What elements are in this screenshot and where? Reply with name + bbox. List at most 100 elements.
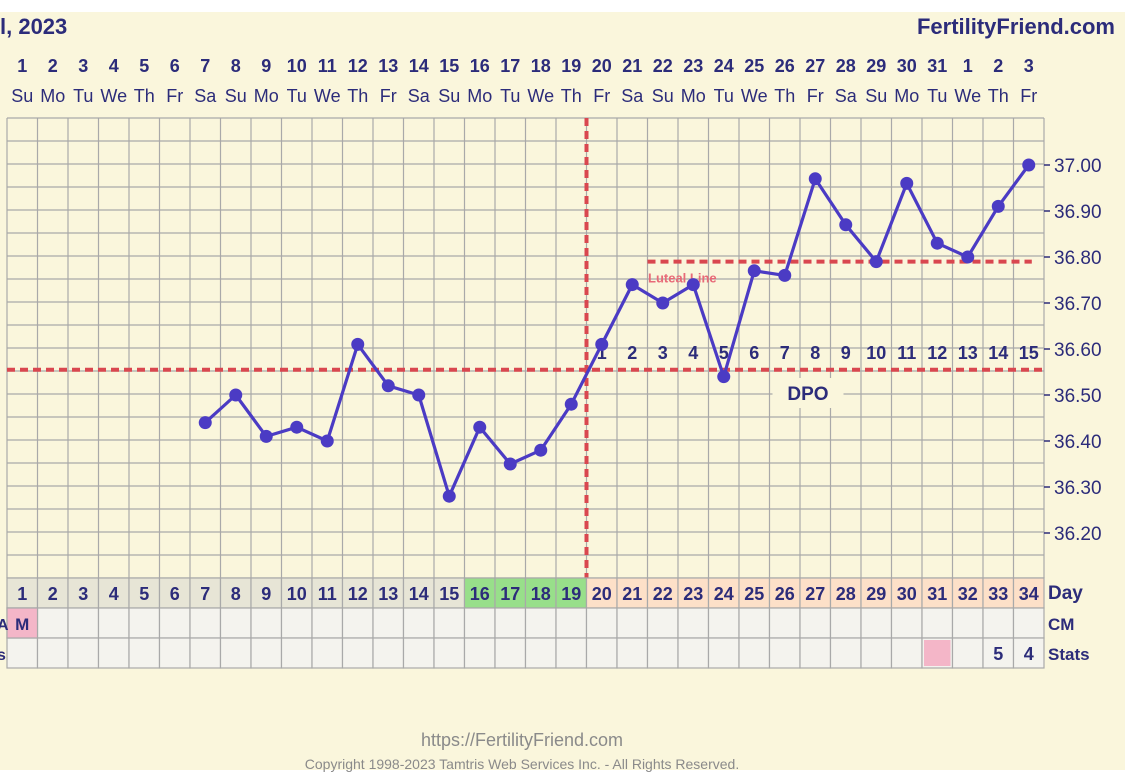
weekday-label: Fr <box>1020 86 1037 106</box>
dpo-number: 2 <box>627 343 637 363</box>
weekday-label: Sa <box>194 86 217 106</box>
stats-cell <box>189 637 222 669</box>
y-tick-label: 36.70 <box>1054 294 1102 315</box>
temperature-point <box>229 388 243 402</box>
y-tick-label: 36.90 <box>1054 202 1102 223</box>
day-cell <box>890 577 923 609</box>
cm-cell <box>372 607 405 639</box>
weekday-label: Mo <box>254 86 279 106</box>
dpo-number: 6 <box>749 343 759 363</box>
stats-cell <box>860 637 893 669</box>
weekday-label: Su <box>865 86 887 106</box>
date-label: 11 <box>318 56 337 76</box>
weekday-label: We <box>741 86 768 106</box>
y-tick-label: 36.60 <box>1054 340 1102 361</box>
cm-cell <box>158 607 191 639</box>
cm-cell <box>890 607 923 639</box>
stats-cell <box>372 637 405 669</box>
cm-cell <box>860 607 893 639</box>
day-cell <box>738 577 771 609</box>
day-cell <box>524 577 557 609</box>
day-cell <box>982 577 1015 609</box>
dpo-number: 12 <box>927 343 947 363</box>
weekday-label: Tu <box>714 86 734 106</box>
date-label: 1 <box>17 56 27 76</box>
day-number: 4 <box>109 584 119 604</box>
day-number: 17 <box>500 584 520 604</box>
site-name: FertilityFriend.com <box>916 14 1115 39</box>
day-cell <box>677 577 710 609</box>
date-label: 16 <box>470 56 490 76</box>
weekday-label: Tu <box>73 86 93 106</box>
day-number: 7 <box>200 584 210 604</box>
dpo-number: 15 <box>1019 343 1039 363</box>
cm-cell <box>402 607 435 639</box>
day-number: 22 <box>653 584 673 604</box>
day-number: 1 <box>17 584 27 604</box>
date-label: 21 <box>622 56 642 76</box>
day-number: 6 <box>170 584 180 604</box>
temperature-point <box>381 379 395 393</box>
y-tick-label: 36.80 <box>1054 248 1102 269</box>
day-number: 33 <box>988 584 1008 604</box>
temperature-line <box>204 164 1031 498</box>
luteal-line-label: Luteal Line <box>648 271 717 286</box>
temperature-point <box>412 388 426 402</box>
day-number: 29 <box>866 584 886 604</box>
weekday-label: We <box>100 86 127 106</box>
date-label: 1 <box>963 56 973 76</box>
row-label-stats: Stats <box>1048 645 1090 664</box>
date-label: 19 <box>561 56 581 76</box>
stats-cell <box>829 637 862 669</box>
day-number: 11 <box>318 584 337 604</box>
temperature-grid <box>6 117 1045 579</box>
stats-cell <box>463 637 496 669</box>
stats-cell <box>799 637 832 669</box>
cm-cell <box>707 607 740 639</box>
temperature-point <box>351 337 365 351</box>
day-number: 25 <box>744 584 764 604</box>
cm-cell <box>585 607 618 639</box>
weekday-label: Mo <box>467 86 492 106</box>
dpo-number: 8 <box>810 343 820 363</box>
day-number: 24 <box>714 584 734 604</box>
temperature-point <box>290 420 304 434</box>
weekday-label: Su <box>225 86 247 106</box>
weekday-label: Th <box>347 86 368 106</box>
temperature-point <box>991 199 1005 213</box>
temperature-point <box>747 264 761 278</box>
date-label: 4 <box>109 56 119 76</box>
date-label: 3 <box>78 56 88 76</box>
temperature-point <box>198 416 212 430</box>
cm-cell <box>311 607 344 639</box>
day-number: 18 <box>531 584 551 604</box>
stats-cell <box>1012 637 1045 669</box>
date-label: 10 <box>287 56 307 76</box>
cm-cell <box>616 607 649 639</box>
weekday-label: Mo <box>894 86 919 106</box>
y-tick-label: 36.20 <box>1054 524 1102 545</box>
cm-cell <box>36 607 69 639</box>
temperature-point <box>503 457 517 471</box>
date-label: 14 <box>409 56 429 76</box>
data-table: 1 2 3 4 5 6 7 8 9 10 11 12 13 14 15 16 17 18 19 20 21 22 23 24 2… <box>0 577 1090 669</box>
stats-cell <box>158 637 191 669</box>
date-label: 23 <box>683 56 703 76</box>
row-label-day: Day <box>1048 583 1083 604</box>
stats-cell <box>677 637 710 669</box>
stats-cell <box>524 637 557 669</box>
y-tick-label: 36.30 <box>1054 478 1102 499</box>
stats-cell <box>280 637 313 669</box>
temperature-point <box>808 172 822 186</box>
dpo-number: 3 <box>658 343 668 363</box>
dpo-number: 14 <box>988 343 1008 363</box>
stats-cell <box>738 637 771 669</box>
date-label: 8 <box>231 56 241 76</box>
stats-cell <box>250 637 283 669</box>
day-number: 13 <box>378 584 398 604</box>
date-label: 6 <box>170 56 180 76</box>
footer-url[interactable]: https://FertilityFriend.com <box>420 730 624 750</box>
cm-cell <box>128 607 161 639</box>
date-label: 2 <box>993 56 1003 76</box>
